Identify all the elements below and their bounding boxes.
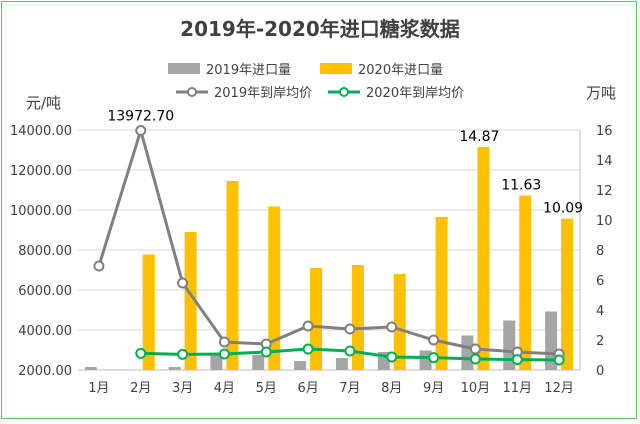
bar-2020-volume — [351, 265, 364, 370]
bar-2020-volume — [226, 181, 239, 370]
y-left-tick-label: 8000.00 — [18, 244, 72, 259]
point-2019-price — [386, 321, 398, 333]
chart-title: 2019年-2020年进口糖浆数据 — [180, 17, 460, 41]
point-2019-price — [469, 343, 481, 355]
point-2019-price — [344, 323, 356, 335]
point-2019-price — [302, 320, 314, 332]
y-right-tick-label: 0 — [596, 364, 604, 379]
x-tick-label: 6月 — [297, 381, 318, 396]
bar-2020-volume — [519, 195, 532, 370]
legend-label-2019-price: 2019年到岸均价 — [214, 86, 312, 101]
x-tick-label: 4月 — [214, 381, 235, 396]
y-left-tick-label: 4000.00 — [18, 324, 72, 339]
bar-2019-volume — [210, 355, 223, 370]
x-tick-label: 1月 — [88, 381, 109, 396]
bar-2019-volume — [294, 361, 307, 370]
point-2020-price — [177, 348, 189, 360]
legend-swatch-2020-price-marker — [339, 87, 349, 97]
data-label: 10.09 — [543, 201, 583, 217]
y-left-tick-label: 12000.00 — [10, 164, 72, 179]
bar-2020-volume — [561, 218, 574, 370]
bar-2019-volume — [84, 367, 97, 370]
data-label: 11.63 — [501, 178, 541, 194]
bar-2019-volume — [252, 355, 265, 370]
chart-svg: 2019年-2020年进口糖浆数据 2019年进口量 2020年进口量 2019… — [10, 17, 616, 396]
point-2020-price — [469, 353, 481, 365]
bar-2020-volume — [184, 232, 197, 370]
legend-swatch-2019-volume — [168, 63, 200, 74]
line-2019-price — [97, 129, 560, 356]
x-tick-label: 11月 — [502, 381, 532, 396]
point-2019-price — [428, 334, 440, 346]
bar-2019-volume — [168, 367, 181, 370]
x-tick-label: 8月 — [381, 381, 402, 396]
y-left-tick-label: 10000.00 — [10, 204, 72, 219]
y-left-unit: 元/吨 — [26, 94, 61, 112]
legend-label-2019-volume: 2019年进口量 — [206, 63, 291, 78]
point-2019-price — [135, 125, 147, 137]
point-2020-price — [135, 347, 147, 359]
y-right-tick-label: 6 — [596, 274, 604, 289]
x-tick-label: 12月 — [544, 381, 574, 396]
point-2019-price — [93, 260, 105, 272]
bar-2020-volume — [268, 206, 281, 370]
data-label: 14.87 — [459, 129, 499, 145]
bar-2020-volume — [435, 217, 448, 370]
bar-2019-volume — [461, 335, 474, 370]
x-tick-label: 7月 — [339, 381, 360, 396]
legend-swatch-2020-volume — [320, 63, 352, 74]
y-left-tick-label: 14000.00 — [10, 124, 72, 139]
x-tick-label: 9月 — [423, 381, 444, 396]
bar-2020-volume — [142, 254, 155, 370]
x-tick-label: 10月 — [461, 381, 491, 396]
y-right-tick-label: 2 — [596, 334, 604, 349]
point-2019-price — [177, 277, 189, 289]
bar-2020-volume — [393, 274, 406, 370]
point-2020-price — [260, 346, 272, 358]
x-tick-label: 2月 — [130, 381, 151, 396]
point-2020-price — [428, 352, 440, 364]
legend: 2019年进口量 2020年进口量 2019年到岸均价 2020年到岸均价 — [168, 63, 464, 101]
x-tick-label: 3月 — [172, 381, 193, 396]
bar-2020-volume — [310, 268, 323, 370]
point-2019-price — [218, 336, 230, 348]
y-right-tick-label: 8 — [596, 244, 604, 259]
point-2020-price — [386, 351, 398, 363]
bar-2020-volume — [477, 146, 490, 370]
y-left-tick-label: 6000.00 — [18, 284, 72, 299]
data-label: 13972.70 — [107, 109, 174, 125]
x-tick-label: 5月 — [256, 381, 277, 396]
legend-swatch-2019-price-marker — [187, 87, 197, 97]
y-right-tick-label: 4 — [596, 304, 604, 319]
point-2020-price — [511, 354, 523, 366]
legend-label-2020-price: 2020年到岸均价 — [366, 86, 464, 101]
point-2020-price — [302, 343, 314, 355]
y-right-tick-label: 14 — [596, 154, 613, 169]
point-2020-price — [218, 348, 230, 360]
legend-label-2020-volume: 2020年进口量 — [358, 63, 443, 78]
chart-frame: 2019年-2020年进口糖浆数据 2019年进口量 2020年进口量 2019… — [1, 1, 637, 419]
y-left-tick-label: 2000.00 — [18, 364, 72, 379]
point-2020-price — [344, 345, 356, 357]
point-2020-price — [553, 354, 565, 366]
bar-2019-volume — [335, 358, 348, 370]
y-right-unit: 万吨 — [586, 84, 616, 102]
y-right-tick-label: 16 — [596, 124, 613, 139]
y-right-tick-label: 10 — [596, 214, 613, 229]
y-right-tick-label: 12 — [596, 184, 613, 199]
